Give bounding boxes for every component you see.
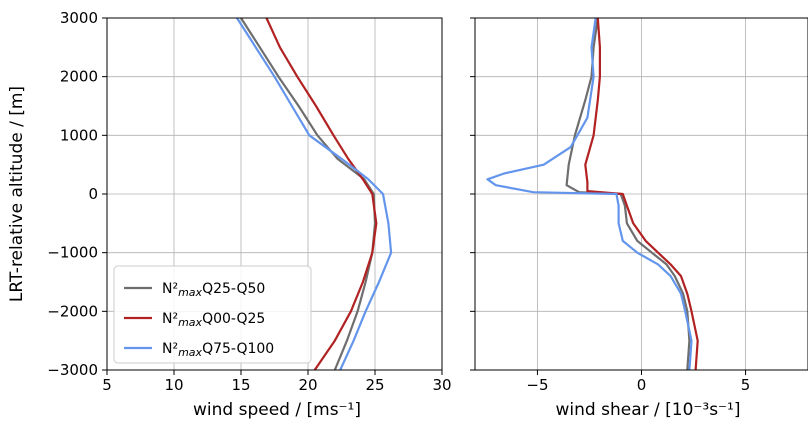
x-tick-label: 5: [102, 376, 112, 394]
series-line: [565, 17, 691, 371]
y-tick-label: −1000: [47, 244, 98, 262]
y-axis-label: LRT-relative altitude / [m]: [7, 86, 27, 302]
x-tick-label: 15: [231, 376, 250, 394]
x-axis-label-wind-shear: wind shear / [10⁻³s⁻¹]: [556, 400, 741, 420]
y-tick-label: −3000: [47, 361, 98, 379]
x-tick-label: −5: [526, 376, 548, 394]
series-line: [240, 17, 377, 371]
wind-shear-panel: −5 0 5: [470, 17, 808, 394]
legend-label: N²maxQ25-Q50: [162, 281, 265, 299]
x-tick-label: 25: [365, 376, 384, 394]
series-line: [265, 17, 378, 371]
x-tick-label: 20: [298, 376, 317, 394]
x-tick-label: 5: [741, 376, 751, 394]
y-tick-label: −2000: [47, 302, 98, 320]
y-tick-label: 0: [88, 185, 98, 203]
legend: N²maxQ25-Q50 N²maxQ00-Q25 N²maxQ75-Q100: [113, 265, 312, 364]
y-tick-label: 1000: [60, 126, 98, 144]
x-tick-label: 30: [432, 376, 451, 394]
legend-label: N²maxQ75-Q100: [162, 341, 274, 359]
x-tick-label: 10: [164, 376, 183, 394]
x-axis-label-wind-speed: wind speed / [ms⁻¹]: [193, 400, 361, 420]
series-line: [584, 17, 699, 371]
legend-box: [113, 265, 312, 364]
y-tick-label: 2000: [60, 68, 98, 86]
wind-speed-panel: 5 10 15 20 25 30 −3000 −2000 −1000 0 1000 2000 3000 N…: [47, 9, 451, 394]
legend-label: N²maxQ00-Q25: [162, 311, 265, 329]
x-tick-label: 0: [637, 376, 647, 394]
series-line: [236, 17, 393, 371]
y-tick-label: 3000: [60, 9, 98, 27]
series-line: [486, 17, 693, 371]
